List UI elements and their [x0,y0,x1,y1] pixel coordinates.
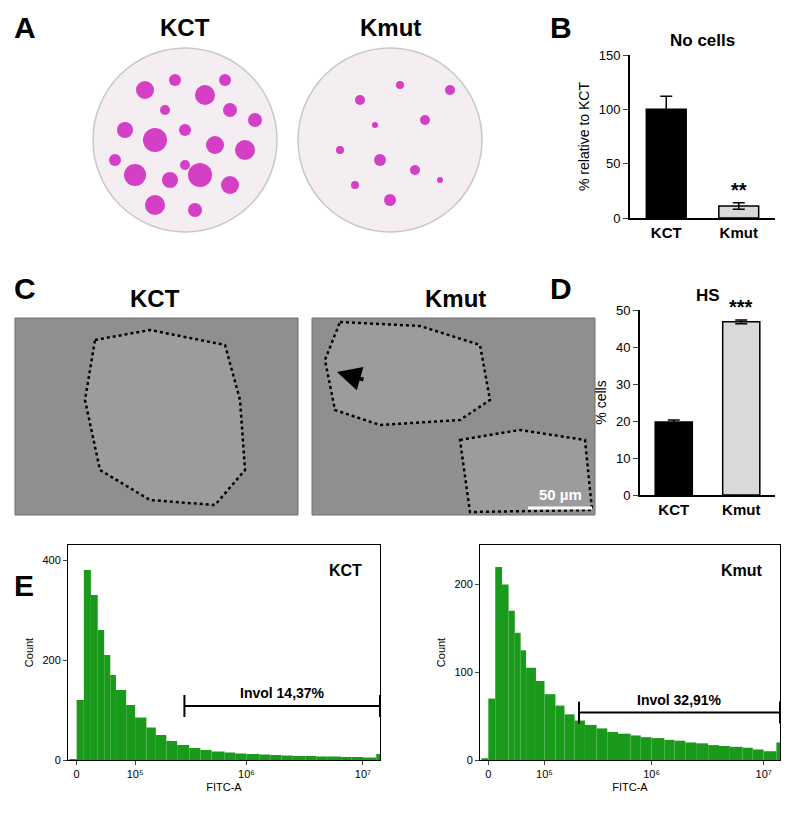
svg-text:150: 150 [599,48,621,63]
svg-text:Kmut: Kmut [360,14,421,41]
svg-text:D: D [550,272,572,305]
svg-text:400: 400 [42,554,60,566]
svg-text:% cells: % cells [593,380,609,424]
svg-text:KCT: KCT [130,285,180,312]
svg-text:Kmut: Kmut [720,224,758,241]
svg-text:HS: HS [696,286,720,305]
svg-text:0: 0 [613,211,620,226]
svg-text:0: 0 [467,754,473,766]
svg-text:10⁵: 10⁵ [127,768,144,780]
svg-text:C: C [14,272,36,305]
svg-text:**: ** [731,179,747,201]
svg-text:0: 0 [74,768,80,780]
svg-text:40: 40 [616,340,630,355]
svg-text:10: 10 [616,451,630,466]
svg-text:50: 50 [606,156,620,171]
svg-text:KCT: KCT [658,501,689,518]
svg-text:200: 200 [42,654,60,666]
svg-text:FITC-A: FITC-A [206,781,242,793]
svg-text:No cells: No cells [670,31,735,50]
svg-text:100: 100 [599,102,621,117]
svg-text:% relative to KCT: % relative to KCT [576,82,592,191]
svg-text:30: 30 [616,377,630,392]
svg-text:A: A [14,11,36,44]
svg-text:Kmut: Kmut [721,562,763,579]
svg-text:B: B [550,11,572,44]
svg-text:10⁷: 10⁷ [355,768,371,780]
svg-text:50: 50 [616,303,630,318]
svg-text:0: 0 [623,488,630,503]
svg-text:KCT: KCT [651,224,682,241]
svg-text:Invol 14,37%: Invol 14,37% [240,685,325,701]
svg-text:20: 20 [616,414,630,429]
svg-text:KCT: KCT [160,14,210,41]
svg-text:10⁵: 10⁵ [536,768,553,780]
svg-text:KCT: KCT [329,562,362,579]
svg-text:Count: Count [435,638,447,667]
svg-text:0: 0 [55,754,61,766]
svg-text:Kmut: Kmut [722,501,760,518]
svg-text:Count: Count [23,638,35,667]
svg-text:10⁶: 10⁶ [238,768,255,780]
svg-text:0: 0 [485,768,491,780]
svg-text:Kmut: Kmut [425,285,486,312]
svg-text:***: *** [729,296,753,318]
svg-text:10⁶: 10⁶ [643,768,660,780]
svg-text:200: 200 [454,578,472,590]
svg-text:100: 100 [454,666,472,678]
svg-text:E: E [14,569,34,602]
svg-text:Invol 32,91%: Invol 32,91% [637,692,722,708]
svg-text:FITC-A: FITC-A [612,781,648,793]
svg-text:50 µm: 50 µm [539,486,582,503]
svg-text:10⁷: 10⁷ [756,768,772,780]
